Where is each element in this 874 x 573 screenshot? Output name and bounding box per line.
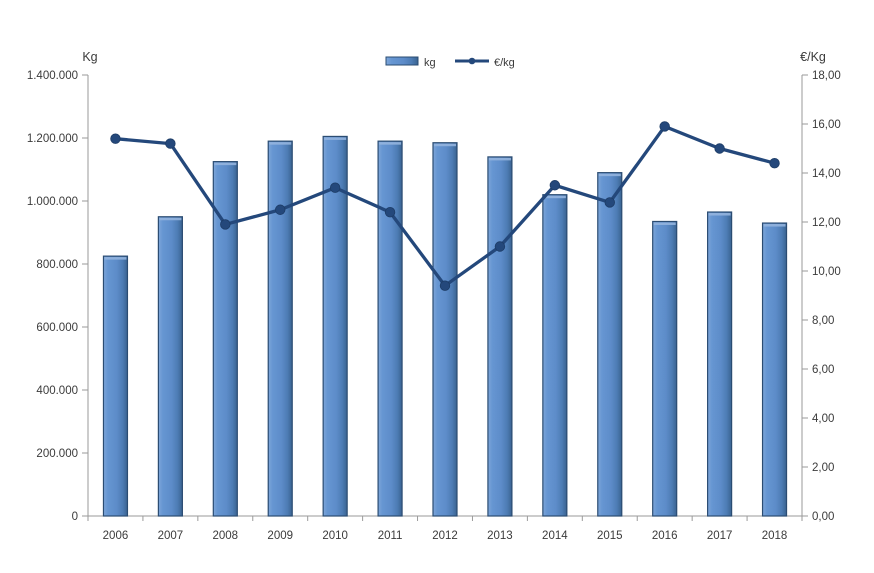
legend-label-kg: kg <box>424 57 436 69</box>
left-axis-tick-label-5: 1.000.000 <box>27 196 78 208</box>
bar-top-highlight <box>104 257 127 260</box>
bar-top-highlight <box>324 137 347 140</box>
left-axis-tick-label-6: 1.200.000 <box>27 133 78 145</box>
bar-top-highlight <box>214 162 237 166</box>
bar-2014 <box>542 194 568 517</box>
line-point-2007 <box>165 138 176 149</box>
x-tick-label-2013: 2013 <box>487 530 513 542</box>
x-tick-label-2014: 2014 <box>542 530 568 542</box>
legend-bar-swatch <box>385 56 419 66</box>
right-axis-tick-label-6: 12,00 <box>812 217 841 229</box>
bar-top-highlight <box>763 224 786 227</box>
line-point-2013 <box>494 241 506 252</box>
x-tick-label-2008: 2008 <box>213 530 239 542</box>
legend-line-marker <box>468 57 476 65</box>
right-axis-tick-label-8: 16,00 <box>812 119 841 131</box>
line-point-2006 <box>110 133 121 144</box>
left-axis-tick-label-0: 0 <box>72 511 78 523</box>
bar-2010 <box>322 135 348 517</box>
x-tick-label-2010: 2010 <box>322 530 348 542</box>
right-axis-tick-label-5: 10,00 <box>812 266 841 278</box>
x-tick-label-2017: 2017 <box>707 530 733 542</box>
line-point-2014 <box>549 180 561 191</box>
right-axis-tick-label-3: 6,00 <box>812 364 834 376</box>
x-tick-label-2012: 2012 <box>432 530 458 542</box>
x-tick-label-2018: 2018 <box>762 530 788 542</box>
right-axis-tick-label-1: 2,00 <box>812 462 834 474</box>
bar-top-highlight <box>379 142 402 145</box>
bar-2011 <box>377 140 403 517</box>
bar-top-highlight <box>653 222 676 225</box>
bar-top-highlight <box>434 143 456 147</box>
legend: kg €/kg <box>385 56 515 69</box>
line-point-2009 <box>275 204 286 215</box>
line-point-2010 <box>329 182 341 193</box>
line-point-2008 <box>220 219 231 230</box>
bar-top-highlight <box>543 195 566 199</box>
left-axis-title: Kg <box>82 50 97 64</box>
right-axis-tick-label-2: 4,00 <box>812 413 834 425</box>
bar-top-highlight <box>269 142 292 145</box>
bar-2015 <box>597 172 623 517</box>
right-axis-tick-label-0: 0,00 <box>812 511 834 523</box>
right-axis-tick-label-9: 18,00 <box>812 70 841 82</box>
line-series-eur-per-kg <box>110 121 780 291</box>
bar-2009 <box>267 140 293 517</box>
bar-2016 <box>652 220 678 517</box>
bar-top-highlight <box>598 173 621 177</box>
line-point-2015 <box>604 197 615 208</box>
x-tick-label-2016: 2016 <box>652 530 678 542</box>
x-tick-label-2009: 2009 <box>267 530 293 542</box>
x-tick-label-2015: 2015 <box>597 530 623 542</box>
right-axis-tick-label-7: 14,00 <box>812 168 841 180</box>
left-axis-tick-label-2: 400.000 <box>36 385 78 397</box>
bar-2007 <box>157 216 183 517</box>
line-point-2011 <box>384 206 396 218</box>
line-point-2012 <box>439 280 451 291</box>
line-point-2016 <box>659 121 670 132</box>
x-tick-label-2007: 2007 <box>158 530 184 542</box>
legend-label-eur-per-kg: €/kg <box>494 57 515 69</box>
bar-2013 <box>487 156 513 517</box>
bar-series-kg <box>102 135 788 517</box>
bar-2017 <box>707 211 733 517</box>
bar-2018 <box>761 222 788 517</box>
left-axis-tick-label-1: 200.000 <box>36 448 78 460</box>
left-axis-tick-label-7: 1.400.000 <box>27 70 78 82</box>
line-point-2017 <box>714 143 725 154</box>
x-tick-label-2011: 2011 <box>378 530 403 542</box>
x-tick-label-2006: 2006 <box>103 530 129 542</box>
right-axis-title: €/Kg <box>800 50 826 64</box>
bar-top-highlight <box>159 217 182 221</box>
left-axis-tick-label-3: 600.000 <box>36 322 78 334</box>
bar-2006 <box>102 255 129 517</box>
bar-2012 <box>432 142 458 517</box>
bar-top-highlight <box>488 157 511 161</box>
bar-top-highlight <box>708 213 731 216</box>
line-point-2018 <box>769 157 780 169</box>
right-axis-tick-label-4: 8,00 <box>812 315 834 327</box>
left-axis-tick-label-4: 800.000 <box>36 259 78 271</box>
